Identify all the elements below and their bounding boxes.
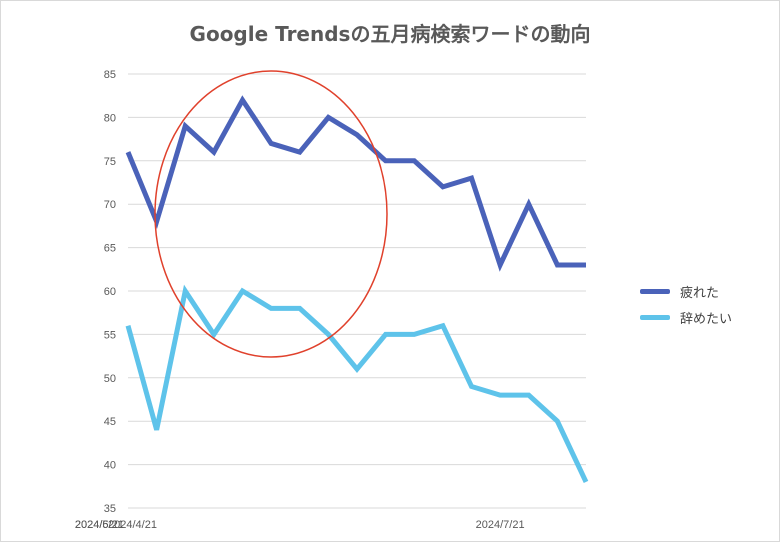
y-tick-label: 40 xyxy=(104,460,116,472)
y-tick-label: 60 xyxy=(104,286,116,298)
highlight-ellipse xyxy=(154,70,388,358)
x-tick-label: 2024/4/21 xyxy=(108,519,157,531)
y-tick-label: 50 xyxy=(104,373,116,385)
legend-swatch-series-2 xyxy=(640,314,670,320)
legend-label-series-1: 疲れた xyxy=(680,285,720,301)
x-tick-label: 2024/6/21 xyxy=(75,519,124,531)
legend: 疲れた 辞めたい xyxy=(640,278,732,330)
series-line-1 xyxy=(125,95,586,272)
y-tick-label: 80 xyxy=(104,112,116,124)
y-tick-label: 85 xyxy=(104,69,116,81)
x-tick-label: 2024/7/21 xyxy=(476,519,525,531)
y-tick-label: 55 xyxy=(104,329,116,341)
y-tick-label: 65 xyxy=(104,243,116,255)
series-line-2 xyxy=(125,284,589,484)
y-tick-label: 75 xyxy=(104,156,116,168)
legend-swatch-series-1 xyxy=(640,288,670,294)
y-tick-label: 70 xyxy=(104,199,116,211)
legend-label-series-2: 辞めたい xyxy=(680,311,733,327)
y-tick-label: 35 xyxy=(104,503,116,515)
legend-item-series-2: 辞めたい xyxy=(640,304,732,330)
legend-item-series-1: 疲れた xyxy=(640,278,732,304)
x-tick-label: 2024/5/21 xyxy=(75,519,124,531)
y-tick-label: 45 xyxy=(104,416,116,428)
chart-title: Google Trendsの五月病検索ワードの動向 xyxy=(189,22,591,46)
